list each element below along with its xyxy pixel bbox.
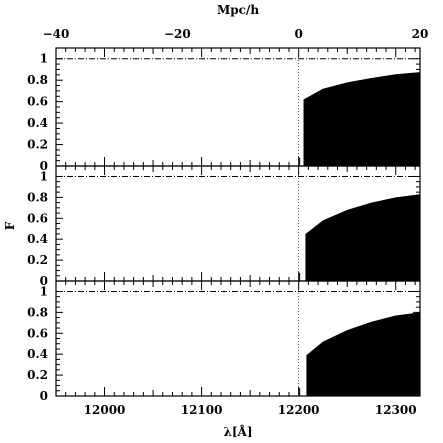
x-tick-label: 12300 <box>375 403 417 417</box>
panel-3-y-tick-label: 0.8 <box>27 305 48 319</box>
x-axis-label: λ[Å] <box>223 424 252 439</box>
panel-2-y-tick-label: 0 <box>40 274 48 288</box>
panel-1-y-tick-label: 0 <box>40 159 48 173</box>
panel-1-y-tick-label: 0.2 <box>27 138 48 152</box>
panel-2-y-tick-label: 0.2 <box>27 253 48 267</box>
panel-3-y-tick-label: 0.4 <box>27 347 48 361</box>
top-tick-label: −20 <box>164 27 191 41</box>
panel-2-y-tick-label: 1 <box>40 169 48 183</box>
top-axis-label: Mpc/h <box>217 3 259 17</box>
panel-1-y-tick-label: 0.4 <box>27 116 48 130</box>
panel-1-y-tick-label: 0.6 <box>27 95 48 109</box>
panel-1-flux-area <box>303 72 420 166</box>
panel-3-y-tick-label: 0 <box>40 389 48 403</box>
x-tick-label: 12100 <box>181 403 223 417</box>
panel-2-y-tick-label: 0.8 <box>27 190 48 204</box>
x-tick-label: 12000 <box>84 403 126 417</box>
y-axis-label: F <box>3 221 17 230</box>
x-tick-label: 12200 <box>278 403 320 417</box>
panel-3-y-tick-label: 0.6 <box>27 326 48 340</box>
panel-1-y-tick-label: 1 <box>40 52 48 66</box>
panel-2-flux-area <box>305 194 420 281</box>
panel-2-y-tick-label: 0.6 <box>27 211 48 225</box>
top-tick-label: 20 <box>412 27 429 41</box>
panel-2-y-tick-label: 0.4 <box>27 232 48 246</box>
top-tick-label: −40 <box>43 27 70 41</box>
panel-3-y-tick-label: 1 <box>40 284 48 298</box>
top-tick-label: 0 <box>294 27 302 41</box>
panel-1-y-tick-label: 0.8 <box>27 73 48 87</box>
panel-3-y-tick-label: 0.2 <box>27 368 48 382</box>
panel-3-flux-area <box>306 312 420 396</box>
